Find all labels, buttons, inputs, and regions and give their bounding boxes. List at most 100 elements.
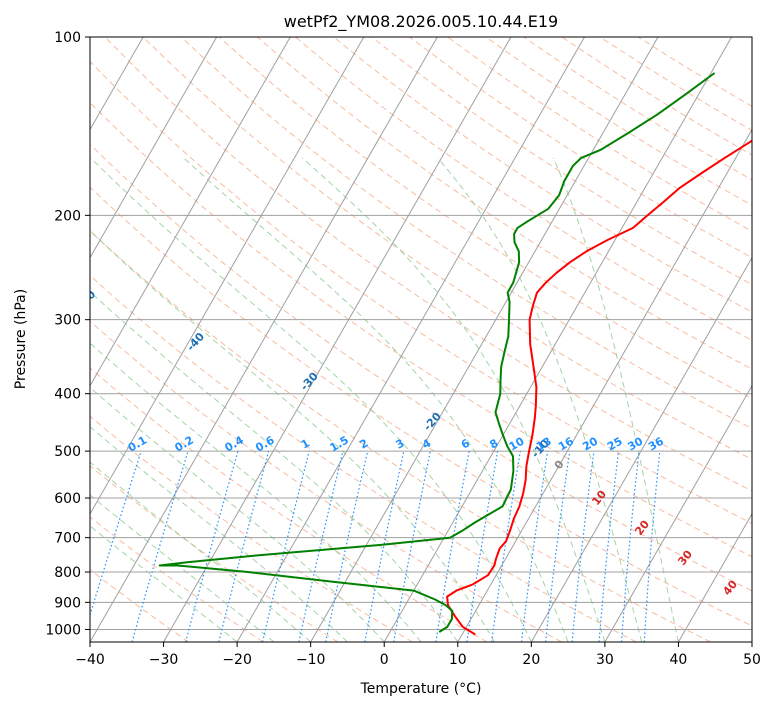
mixing-ratio-line [218, 450, 270, 642]
dry-adiabat-label: -50 [75, 288, 98, 312]
dry-adiabat-line [104, 37, 752, 492]
mixing-ratio-line [491, 450, 521, 642]
mixing-ratio-line [621, 451, 640, 642]
dry-adiabat-line [371, 37, 752, 286]
x-tick-label: 20 [522, 652, 540, 668]
mixing-ratio-line [90, 450, 142, 617]
mixing-ratio-line [520, 451, 549, 642]
dry-adiabat-line [90, 274, 637, 642]
isotherm-line [604, 384, 752, 642]
mixing-ratio-label: 6 [459, 436, 472, 451]
moist-adiabat-line [90, 525, 238, 642]
y-axis-ticks: 100 200 300 400 500 600 700 800 900 1000 [45, 30, 90, 638]
x-tick-label: 50 [743, 652, 761, 668]
dry-adiabat-line [447, 37, 752, 232]
isotherm-line [90, 37, 291, 387]
dry-adiabat-line [90, 230, 712, 642]
y-tick-label: 300 [54, 313, 81, 329]
x-tick-label: 40 [670, 652, 688, 668]
isotherm-line [0, 37, 70, 642]
x-axis-ticks: −40 −30 −20 −10 0 10 20 30 40 50 [75, 642, 761, 668]
mixing-ratio-line [571, 451, 595, 642]
mixing-ratio-line [131, 450, 189, 642]
profile-series [158, 72, 752, 636]
dry-adiabat-line [90, 143, 752, 592]
mixing-ratio-line [466, 450, 499, 642]
dry-adiabat-line [90, 516, 264, 642]
y-tick-label: 600 [54, 491, 81, 507]
mixing-ratio-line [598, 451, 620, 642]
moist-adiabat-line [90, 426, 348, 642]
isotherm-line [90, 37, 438, 642]
mixing-ratio-line [545, 451, 571, 642]
moist-adiabat-label: 0 [552, 458, 567, 472]
moist-adiabat-label: 30 [675, 548, 695, 568]
dry-adiabat-label: -20 [421, 410, 444, 434]
y-tick-label: 200 [54, 208, 81, 224]
dry-adiabat-label: -40 [184, 330, 207, 354]
y-tick-label: 800 [54, 565, 81, 581]
dry-adiabat-line [180, 37, 752, 430]
dry-adiabat-line [90, 568, 189, 642]
mixing-ratio-line [393, 450, 431, 642]
dry-adiabat-line [90, 60, 752, 524]
isotherm-line [530, 256, 752, 642]
chart-title: wetPf2_YM08.2026.005.10.44.E19 [284, 12, 558, 32]
dry-adiabat-line [523, 37, 752, 181]
dry-adiabat-line [637, 37, 752, 108]
mixing-ratio-line [298, 450, 344, 642]
y-tick-label: 1000 [45, 622, 81, 638]
mixing-ratio-label: 2 [357, 437, 370, 452]
background-lines [0, 37, 752, 642]
isotherm-line [678, 512, 752, 642]
dry-adiabat-line [90, 465, 339, 642]
isotherm-line [310, 37, 659, 642]
x-tick-label: −30 [149, 652, 179, 668]
isotherm-line [90, 37, 218, 259]
x-axis-label: Temperature (°C) [360, 681, 482, 697]
moist-adiabat-line [301, 157, 606, 642]
x-tick-label: −40 [75, 652, 105, 668]
moist-adiabat-line [437, 157, 643, 642]
dry-adiabat-line [561, 37, 752, 156]
mixing-ratio-label: 8 [487, 437, 500, 452]
mixing-ratio-line [261, 450, 310, 642]
isotherm-line [457, 128, 752, 642]
moist-adiabat-line [90, 157, 532, 642]
x-tick-label: 0 [380, 652, 389, 668]
temperature-profile-line [446, 139, 752, 636]
y-tick-label: 500 [54, 444, 81, 460]
isopleth-labels: -100-90-80-70-60-50-40-30-20-10010203040… [75, 288, 740, 598]
dry-adiabat-line [295, 37, 752, 341]
dry-adiabat-line [90, 320, 562, 642]
y-tick-label: 900 [54, 595, 81, 611]
plot-frame [89, 36, 753, 643]
dry-adiabat-line [90, 101, 752, 558]
y-axis-label: Pressure (hPa) [13, 289, 29, 389]
y-tick-label: 400 [54, 387, 81, 403]
x-tick-label: 10 [449, 652, 467, 668]
y-tick-label: 100 [54, 30, 81, 46]
dry-adiabat-line [256, 37, 752, 370]
moist-adiabat-label: 20 [632, 518, 652, 538]
dry-adiabat-line [218, 37, 752, 400]
isotherm-line [236, 37, 585, 642]
dry-adiabat-line [333, 37, 752, 313]
dry-adiabat-line [90, 186, 752, 627]
mixing-ratio-label: 1 [299, 437, 312, 452]
x-tick-label: −20 [222, 652, 252, 668]
isotherm-line [383, 37, 733, 642]
mixing-ratio-label: 3 [394, 437, 407, 452]
mixing-ratio-line [325, 450, 369, 642]
isotherm-line [751, 640, 752, 642]
isotherm-line [90, 37, 365, 515]
dry-adiabat-line [409, 37, 752, 259]
isotherm-line [163, 37, 512, 642]
x-tick-label: 30 [596, 652, 614, 668]
y-tick-label: 700 [54, 531, 81, 547]
dewpoint-profile-line [158, 72, 716, 633]
moist-adiabat-label: 40 [720, 578, 740, 598]
dry-adiabat-line [142, 37, 752, 461]
mixing-ratio-line [185, 450, 239, 642]
